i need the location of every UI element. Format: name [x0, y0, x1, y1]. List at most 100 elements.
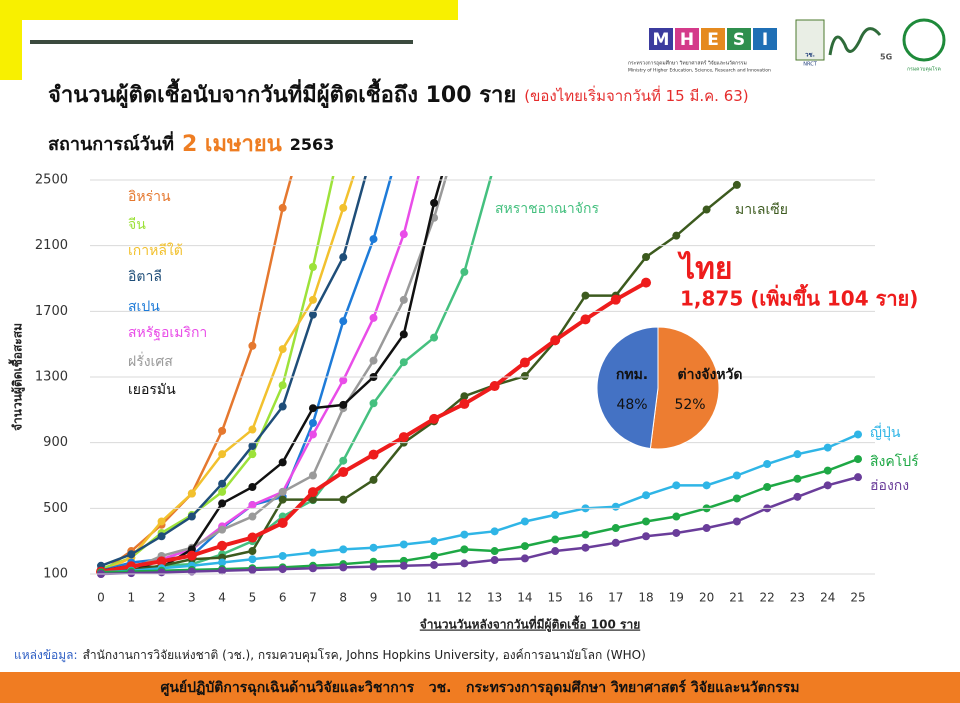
data-point	[308, 430, 317, 439]
data-point	[308, 548, 317, 557]
data-point	[369, 475, 378, 484]
series-line	[100, 433, 859, 574]
series-annotation: 1,875 (เพิ่มขึ้น 104 ราย)	[680, 284, 918, 311]
data-point	[460, 267, 469, 276]
data-point	[308, 564, 317, 573]
data-point	[186, 550, 197, 561]
data-point	[854, 473, 862, 482]
data-point	[218, 525, 227, 534]
data-point	[854, 430, 862, 439]
data-point	[157, 532, 166, 541]
logo-letter: H	[680, 30, 694, 50]
fiveg-label: 5G	[880, 53, 892, 62]
y-axis-label: จำนวนผู้ติดเชื้อสะสม	[8, 323, 26, 431]
data-point	[247, 532, 258, 543]
data-point	[339, 203, 348, 212]
data-point	[702, 205, 711, 214]
x-tick-label: 1	[127, 591, 135, 605]
data-point	[369, 562, 378, 571]
x-axis-label: จำนวนวันหลังจากวันที่มีผู้ติดเชื้อ 100 ร…	[420, 615, 640, 633]
y-tick-label: 1300	[35, 370, 68, 385]
pie-value-label: 52%	[674, 397, 705, 413]
x-tick-label: 20	[699, 591, 714, 605]
subtitle-date: 2 เมษายน	[182, 132, 282, 157]
x-tick-label: 19	[669, 591, 684, 605]
data-point	[156, 556, 167, 567]
data-point	[641, 277, 652, 288]
data-point	[732, 180, 741, 189]
logo-box	[727, 28, 751, 50]
data-point	[248, 425, 257, 434]
x-tick-label: 10	[396, 591, 411, 605]
nrct-th: วช.	[805, 52, 815, 59]
data-point	[460, 559, 469, 568]
data-point	[187, 512, 196, 521]
data-point	[672, 528, 681, 537]
data-point	[248, 512, 257, 521]
x-tick-label: 0	[97, 591, 105, 605]
data-point	[430, 537, 439, 546]
data-point	[520, 554, 529, 563]
data-point	[218, 558, 227, 567]
data-point	[642, 517, 651, 526]
data-point	[793, 474, 802, 483]
ministry-th: กระทรวงการอุดมศึกษา วิทยาศาสตร์ วิจัยและ…	[628, 60, 747, 67]
x-tick-label: 18	[638, 591, 653, 605]
data-point	[278, 345, 287, 354]
source-text: สำนักงานการวิจัยแห่งชาติ (วช.), กรมควบคุ…	[83, 648, 646, 663]
data-point	[550, 335, 561, 346]
data-point	[642, 252, 651, 261]
data-point	[339, 545, 348, 554]
data-point	[308, 263, 317, 272]
data-point	[611, 538, 620, 547]
data-point	[763, 460, 772, 469]
data-point	[460, 530, 469, 539]
data-point	[218, 450, 227, 459]
data-point	[823, 481, 832, 490]
x-tick-label: 25	[850, 591, 865, 605]
data-point	[369, 543, 378, 552]
series-label: ฮ่องกง	[870, 478, 909, 494]
data-point	[339, 495, 348, 504]
data-point	[218, 499, 227, 508]
y-tick-label: 100	[43, 567, 68, 582]
data-point	[369, 399, 378, 408]
chart-title: จำนวนผู้ติดเชื้อนับจากวันที่มีผู้ติดเชื้…	[48, 78, 749, 109]
logo-box	[753, 28, 777, 50]
anniversary-logo	[828, 27, 882, 56]
series-label: สหราชอาณาจักร	[495, 201, 599, 217]
data-point	[823, 466, 832, 475]
data-point	[278, 458, 287, 467]
x-tick-label: 2	[158, 591, 166, 605]
series-label: อิหร่าน	[128, 189, 171, 205]
series-label: จีน	[128, 217, 146, 233]
data-point	[369, 313, 378, 322]
series-label: เยอรมัน	[128, 382, 176, 398]
footer-band	[0, 672, 960, 703]
logo-box	[701, 28, 725, 50]
data-point	[581, 543, 590, 552]
data-point	[399, 358, 408, 367]
x-tick-label: 3	[188, 591, 196, 605]
data-point	[248, 482, 257, 491]
series-label: มาเลเซีย	[735, 202, 788, 218]
data-point	[399, 561, 408, 570]
ddc-logo	[902, 18, 946, 62]
subtitle: สถานการณ์วันที่ 2 เมษายน 2563	[48, 131, 334, 157]
x-tick-label: 4	[218, 591, 226, 605]
data-point	[732, 517, 741, 526]
data-point	[278, 203, 287, 212]
data-point	[520, 372, 529, 381]
data-point	[217, 540, 228, 551]
data-point	[308, 310, 317, 319]
data-point	[278, 381, 287, 390]
series-line	[100, 457, 859, 574]
data-point	[278, 551, 287, 560]
logo-letter: I	[762, 30, 768, 50]
y-tick-label: 1700	[35, 304, 68, 319]
pie-slice	[596, 326, 659, 450]
subtitle-year: 2563	[290, 135, 335, 154]
pie-category-label: ต่างจังหวัด	[677, 367, 742, 383]
data-point	[248, 547, 257, 556]
